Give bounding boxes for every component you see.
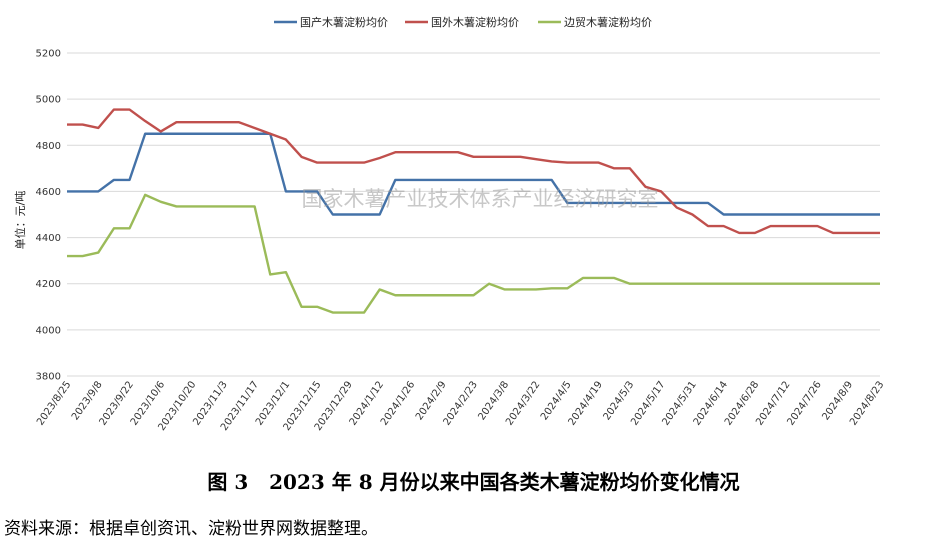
series-line-1 [67, 132, 880, 216]
watermark: 国家木薯产业技术体系产业经济研究室 [302, 187, 659, 211]
x-tick-label: 2024/5/3 [602, 379, 637, 422]
x-tick-label: 2024/2/9 [414, 379, 449, 422]
data-source-note: 资料来源：根据卓创资讯、淀粉世界网数据整理。 [4, 519, 378, 539]
y-tick-label: 4000 [36, 325, 61, 336]
x-axis-ticks: 2023/8/252023/9/82023/9/222023/10/62023/… [35, 379, 886, 433]
gridlines [67, 52, 880, 377]
y-axis-ticks: 3800 4000 4200 4400 4600 4800 5000 5200 [36, 49, 61, 383]
series-lines [67, 108, 880, 314]
series-line-2 [67, 108, 880, 235]
y-tick-label: 5000 [36, 95, 61, 106]
x-tick-label: 2024/8/9 [820, 379, 855, 422]
y-tick-label: 4800 [36, 141, 61, 152]
legend: 国产木薯淀粉均价 国外木薯淀粉均价 边贸木薯淀粉均价 [274, 15, 652, 29]
y-tick-label: 5200 [36, 49, 61, 60]
legend-label-1: 国产木薯淀粉均价 [300, 15, 388, 29]
x-tick-label: 2024/4/5 [539, 379, 574, 422]
y-tick-label: 3800 [36, 372, 61, 383]
x-tick-label: 2024/3/8 [476, 379, 511, 422]
line-chart: 3800 4000 4200 4400 4600 4800 5000 5200 2023/8/… [13, 15, 886, 433]
y-tick-label: 4400 [36, 233, 61, 244]
y-axis-label: 单位：元/吨 [13, 191, 27, 250]
series-line-3 [67, 193, 880, 314]
legend-label-3: 边贸木薯淀粉均价 [564, 15, 652, 29]
y-tick-label: 4600 [36, 187, 61, 198]
y-tick-label: 4200 [36, 279, 61, 290]
x-tick-label: 2023/8/25 [35, 379, 73, 427]
x-tick-label: 2023/9/8 [70, 379, 105, 422]
figure-caption: 图 3 2023 年 8 月份以来中国各类木薯淀粉均价变化情况 [207, 470, 740, 494]
legend-label-2: 国外木薯淀粉均价 [431, 15, 519, 29]
